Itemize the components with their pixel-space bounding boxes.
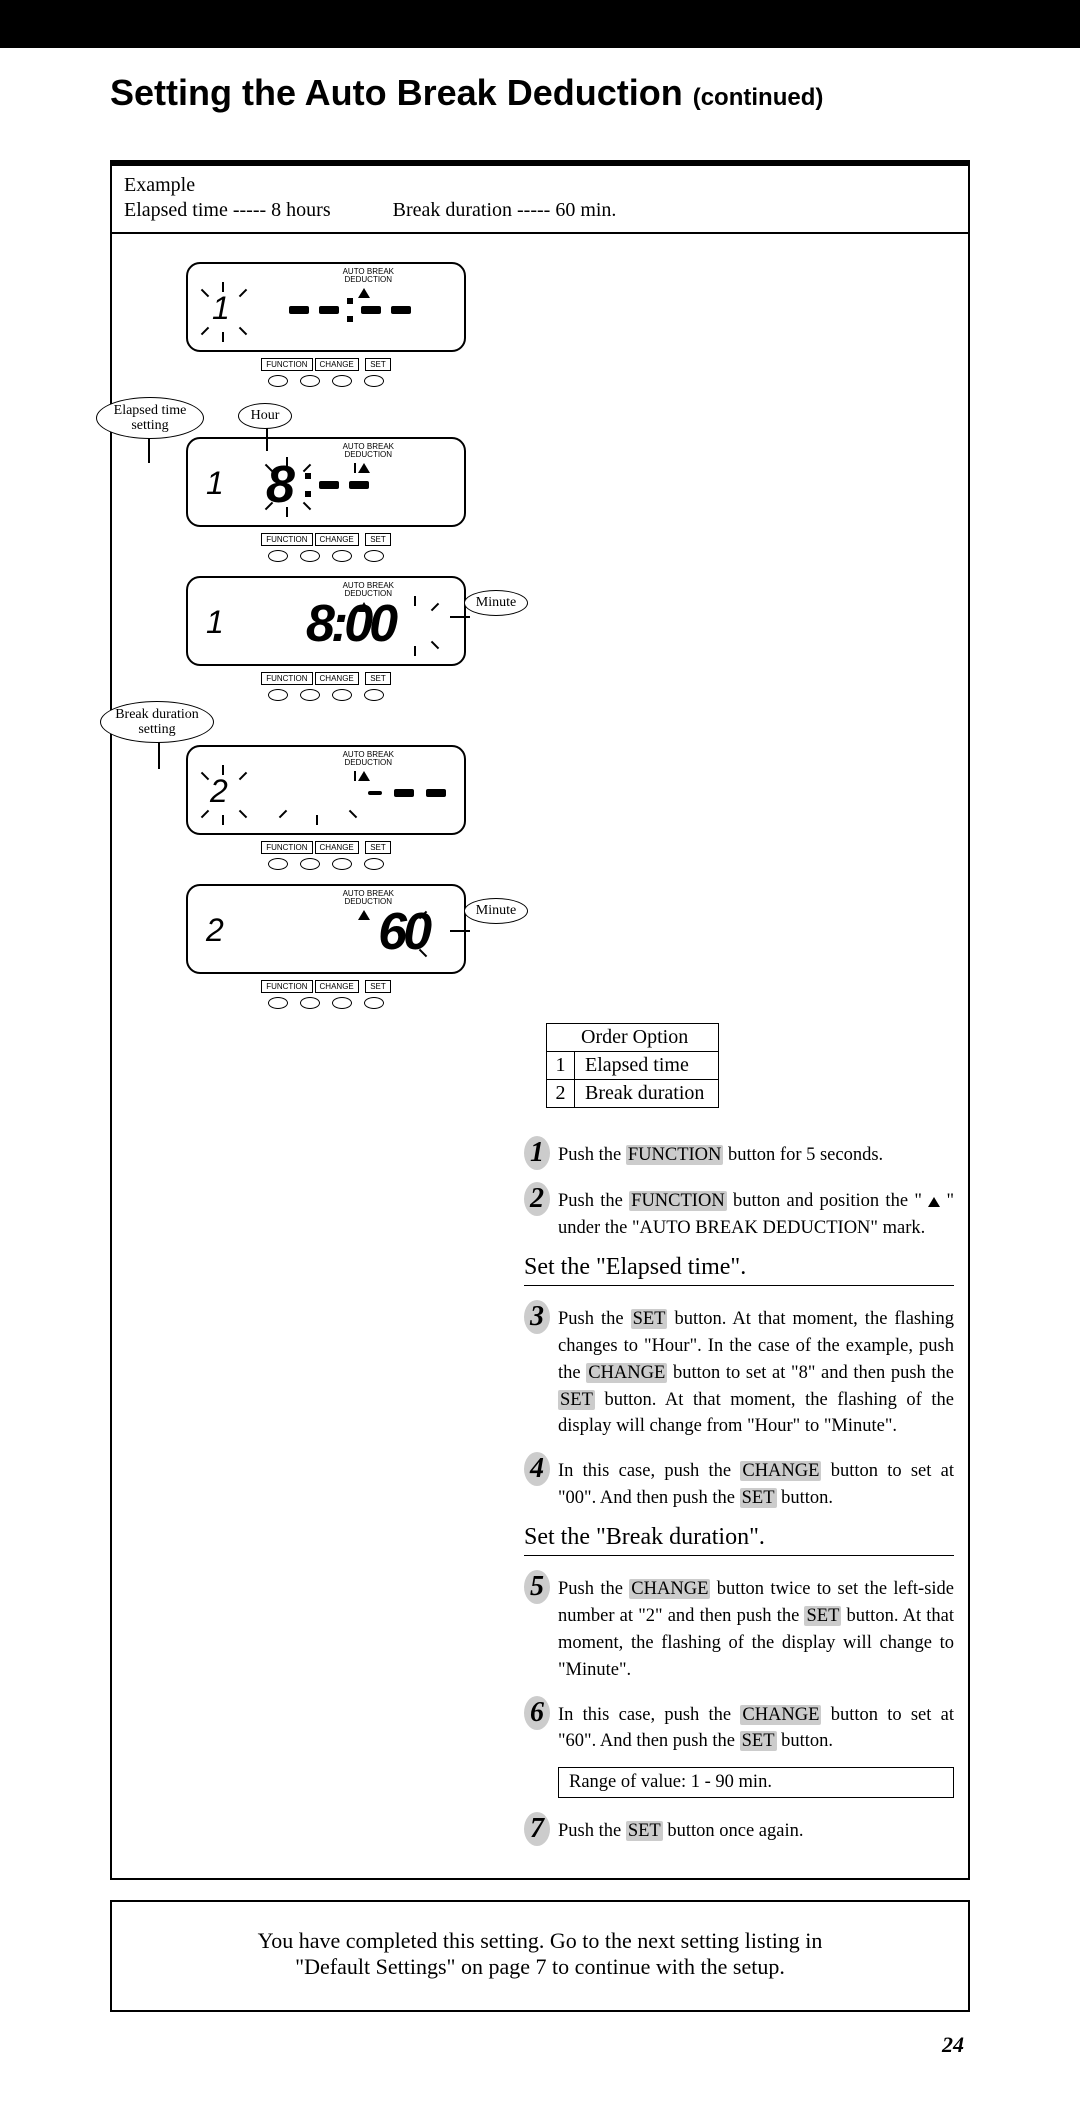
callout-hour: Hour bbox=[238, 403, 292, 429]
lcd-left-digit: 1 bbox=[206, 465, 225, 502]
step-3: 3 Push the SET button. At that moment, t… bbox=[524, 1300, 954, 1440]
order-row2: Break duration bbox=[575, 1080, 719, 1108]
lcd-left-digit: 2 bbox=[210, 773, 229, 810]
example-box: Example Elapsed time ----- 8 hours Break… bbox=[112, 166, 968, 234]
step-number: 1 bbox=[524, 1136, 550, 1170]
lcd-left-digit: 1 bbox=[212, 290, 231, 327]
step-5: 5 Push the CHANGE button twice to set th… bbox=[524, 1570, 954, 1683]
page-title-main: Setting the Auto Break Deduction bbox=[110, 72, 683, 113]
main-content-border: Example Elapsed time ----- 8 hours Break… bbox=[110, 166, 970, 1880]
lcd-display: 60 bbox=[252, 902, 428, 962]
manual-page: Setting the Auto Break Deduction (contin… bbox=[0, 0, 1080, 2118]
subheading-elapsed: Set the "Elapsed time". bbox=[524, 1254, 954, 1281]
pointer-up-icon bbox=[928, 1197, 940, 1207]
callout-minute: Minute bbox=[464, 898, 528, 924]
subheading-break: Set the "Break duration". bbox=[524, 1524, 954, 1551]
example-values: Elapsed time ----- 8 hours Break duratio… bbox=[124, 199, 956, 222]
lcd-panel-1: AUTO BREAK DEDUCTION 1 bbox=[186, 262, 466, 389]
order-row1: Elapsed time bbox=[575, 1052, 719, 1080]
callout-break-duration: Break duration setting bbox=[100, 701, 214, 743]
lcd-panel-4: Break duration setting AUTO BREAKDEDUCTI… bbox=[186, 745, 466, 872]
step-text: Push the FUNCTION button for 5 seconds. bbox=[558, 1136, 954, 1169]
page-title: Setting the Auto Break Deduction (contin… bbox=[110, 72, 970, 114]
example-elapsed: Elapsed time ----- 8 hours bbox=[124, 199, 331, 221]
step-2: 2 Push the FUNCTION button and position … bbox=[524, 1182, 954, 1242]
range-note: Range of value: 1 - 90 min. bbox=[558, 1767, 954, 1798]
order-header: Order Option bbox=[547, 1024, 719, 1052]
step-1: 1 Push the FUNCTION button for 5 seconds… bbox=[524, 1136, 954, 1170]
page-number: 24 bbox=[110, 2032, 970, 2058]
completion-note: You have completed this setting. Go to t… bbox=[110, 1900, 970, 2012]
step-4: 4 In this case, push the CHANGE button t… bbox=[524, 1452, 954, 1512]
lcd-display bbox=[238, 763, 448, 823]
example-break: Break duration ----- 60 min. bbox=[393, 199, 617, 221]
lcd-panel-5: Minute AUTO BREAKDEDUCTION 2 60 bbox=[186, 884, 466, 1011]
two-column-content: AUTO BREAK DEDUCTION 1 bbox=[112, 248, 968, 1878]
function-button-ref: FUNCTION bbox=[626, 1145, 724, 1165]
instructions-column: Order Option 1Elapsed time 2Break durati… bbox=[524, 1023, 954, 1858]
step-6: 6 In this case, push the CHANGE button t… bbox=[524, 1696, 954, 1756]
set-button-label: SET bbox=[365, 358, 391, 371]
page-title-continued: (continued) bbox=[693, 84, 824, 111]
footer-line1: You have completed this setting. Go to t… bbox=[258, 1928, 823, 1953]
function-button-label: FUNCTION bbox=[261, 358, 312, 371]
lcd-panel-2: Elapsed time setting Hour AUTO BREAKDEDU… bbox=[186, 437, 466, 564]
footer-line2: "Default Settings" on page 7 to continue… bbox=[295, 1954, 785, 1979]
diagram-column: AUTO BREAK DEDUCTION 1 bbox=[126, 262, 526, 1023]
lcd-display: 8 bbox=[266, 455, 448, 515]
lcd-left-digit: 2 bbox=[206, 912, 225, 949]
lcd-panel-3: Minute AUTO BREAKDEDUCTION 1 8:00 bbox=[186, 576, 466, 703]
lcd-display: 8:00 bbox=[252, 594, 448, 654]
header-blackbar bbox=[0, 0, 1080, 48]
example-label: Example bbox=[124, 174, 956, 197]
callout-elapsed-time: Elapsed time setting bbox=[96, 397, 204, 439]
callout-minute: Minute bbox=[464, 590, 528, 616]
lcd-left-digit: 1 bbox=[206, 604, 225, 641]
change-button-label: CHANGE bbox=[315, 358, 359, 371]
button-row: FUNCTIONCHANGE SET bbox=[186, 358, 466, 389]
order-option-table: Order Option 1Elapsed time 2Break durati… bbox=[546, 1023, 719, 1108]
lcd-display bbox=[252, 280, 448, 340]
step-7: 7 Push the SET button once again. bbox=[524, 1812, 954, 1846]
